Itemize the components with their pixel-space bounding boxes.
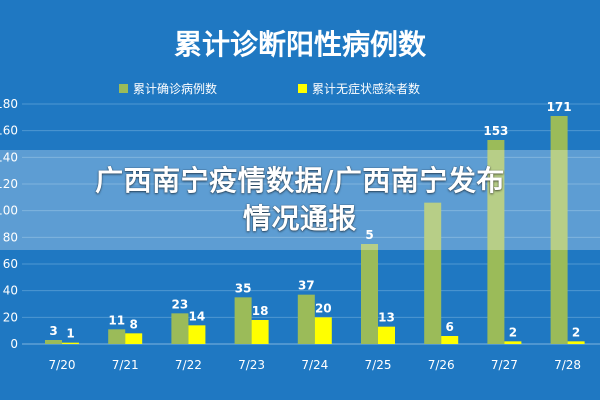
legend-swatch-asymptomatic <box>298 84 307 93</box>
data-label: 20 <box>315 301 332 315</box>
bar-asymptomatic <box>314 317 332 344</box>
bar-confirmed <box>171 313 189 344</box>
bar-confirmed <box>108 329 126 344</box>
x-tick-label: 7/24 <box>301 358 328 372</box>
x-tick-label: 7/26 <box>428 358 455 372</box>
y-tick-label: 40 <box>3 284 18 298</box>
bar-confirmed <box>361 244 378 344</box>
data-label: 153 <box>483 124 508 138</box>
x-tick-label: 7/28 <box>554 358 581 372</box>
x-tick-label: 7/22 <box>175 358 202 372</box>
y-tick-label: 0 <box>10 337 18 351</box>
bar-confirmed <box>487 140 505 344</box>
bar-asymptomatic <box>567 341 585 344</box>
bar-confirmed <box>234 297 252 344</box>
bar-asymptomatic <box>125 333 143 344</box>
legend: 累计确诊病例数 累计无症状感染者数 <box>119 81 420 96</box>
data-label: 11 <box>108 313 125 327</box>
data-label: 8 <box>130 317 138 331</box>
bar-confirmed <box>297 294 315 344</box>
y-tick-label: 180 <box>0 97 18 111</box>
x-tick-label: 7/23 <box>238 358 265 372</box>
y-tick-label: 160 <box>0 124 18 138</box>
bar-asymptomatic <box>188 325 206 344</box>
bar-asymptomatic <box>62 342 79 344</box>
x-tick-label: 7/20 <box>49 358 76 372</box>
bar-asymptomatic <box>504 341 522 344</box>
data-label: 1 <box>66 327 74 341</box>
y-tick-label: 100 <box>0 204 18 218</box>
y-axis-ticks: 0 20 40 60 80 100 120 140 160 180 <box>0 97 18 351</box>
bar-asymptomatic <box>251 320 269 344</box>
chart-title: 累计诊断阳性病例数 <box>174 28 427 61</box>
y-tick-label: 60 <box>3 257 18 271</box>
data-label: 14 <box>189 309 206 323</box>
data-label: 37 <box>298 279 315 293</box>
bar-asymptomatic <box>378 326 395 344</box>
bar-confirmed <box>550 116 568 344</box>
grid-lines <box>22 103 600 345</box>
bars <box>45 116 585 344</box>
y-tick-label: 140 <box>0 150 18 164</box>
data-label: 5 <box>365 228 373 242</box>
y-tick-label: 20 <box>3 310 18 324</box>
data-label: 6 <box>446 320 454 334</box>
bar-asymptomatic <box>441 336 459 344</box>
x-tick-label: 7/25 <box>365 358 392 372</box>
data-label: 13 <box>378 311 395 325</box>
bar-confirmed <box>424 202 442 344</box>
x-axis-ticks: 7/20 7/21 7/22 7/23 7/24 7/25 7/26 7/27 7/28 <box>49 358 582 372</box>
bar-confirmed <box>45 340 62 344</box>
data-label: 23 <box>172 297 189 311</box>
data-label: 3 <box>49 324 57 338</box>
y-tick-label: 80 <box>3 230 18 244</box>
x-tick-label: 7/21 <box>112 358 139 372</box>
legend-label-asymptomatic: 累计无症状感染者数 <box>312 81 420 96</box>
data-label: 171 <box>547 100 572 114</box>
data-label: 2 <box>509 325 517 339</box>
data-label: 18 <box>252 304 269 318</box>
x-tick-label: 7/27 <box>491 358 518 372</box>
legend-swatch-confirmed <box>119 84 128 93</box>
y-tick-label: 120 <box>0 177 18 191</box>
data-label: 2 <box>572 325 580 339</box>
legend-label-confirmed: 累计确诊病例数 <box>133 81 217 96</box>
data-label: 35 <box>235 281 252 295</box>
